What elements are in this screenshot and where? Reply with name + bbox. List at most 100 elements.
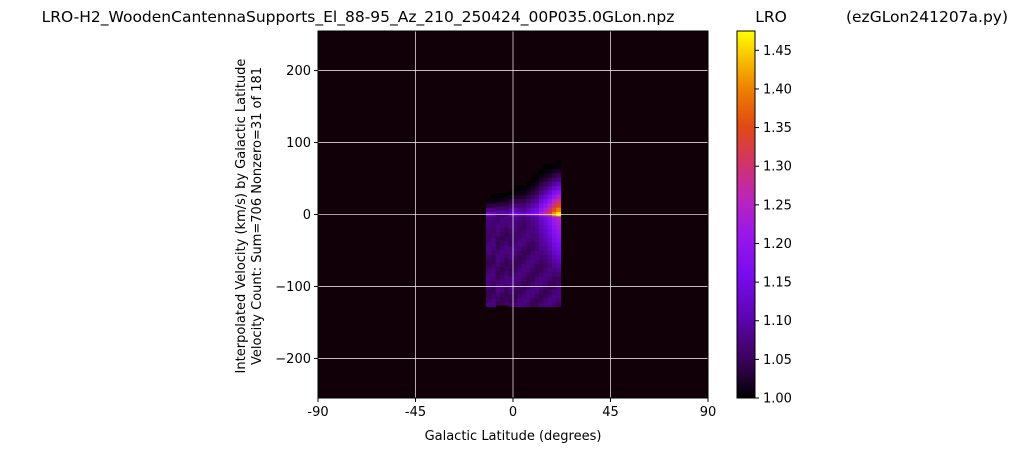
heatmap-cell <box>521 272 527 277</box>
heatmap-cell <box>495 279 501 284</box>
heatmap-cell <box>513 224 518 230</box>
heatmap-cell <box>521 194 527 200</box>
heatmap-cell <box>534 220 540 225</box>
heatmap-cell <box>517 194 523 200</box>
y-axis: 200 100 0 −100 −200 <box>275 64 318 367</box>
heatmap-cell <box>513 293 518 299</box>
heatmap-cell <box>508 259 514 264</box>
heatmap-cell <box>500 300 505 306</box>
heatmap-cell <box>552 168 557 174</box>
heatmap-cell <box>534 280 540 286</box>
heatmap-cell <box>517 276 523 282</box>
heatmap-cell <box>485 263 492 269</box>
heatmap-cell <box>517 259 523 264</box>
heatmap-cell <box>491 293 497 299</box>
heatmap-cell <box>485 254 492 260</box>
heatmap-cell <box>530 190 536 195</box>
heatmap-cell <box>521 207 527 213</box>
heatmap-cell <box>539 246 544 251</box>
heatmap-cell <box>552 207 557 213</box>
heatmap-cell <box>534 233 540 238</box>
heatmap-cell <box>543 181 549 187</box>
heatmap-cell <box>485 285 492 290</box>
heatmap-cell <box>513 233 518 238</box>
heatmap-cell <box>485 267 492 273</box>
heatmap-cell <box>534 285 540 290</box>
heatmap-cell <box>526 194 531 200</box>
heatmap-cell <box>547 267 553 273</box>
heatmap-cell <box>500 253 505 259</box>
heatmap-cell <box>495 287 501 293</box>
heatmap-cell <box>491 211 497 217</box>
heatmap-cell <box>513 194 518 200</box>
heatmap-cell <box>534 297 540 303</box>
heatmap-cell <box>526 211 531 217</box>
heatmap-cell <box>556 250 562 256</box>
heatmap-cell <box>491 302 497 308</box>
heatmap-cell <box>521 233 527 238</box>
heatmap-cell <box>534 276 540 282</box>
heatmap-cell <box>504 236 510 241</box>
heatmap-cell <box>539 168 544 174</box>
heatmap-cell <box>504 279 510 284</box>
heatmap-cell <box>543 233 549 238</box>
heatmap-cell <box>526 237 531 243</box>
colorbar-ticks: 1.00 1.05 1.10 1.15 1.20 1.25 1.30 1.35 1.40 1.45 <box>755 44 792 407</box>
heatmap-cell <box>543 194 549 200</box>
heatmap-cell <box>508 276 514 282</box>
heatmap-cell <box>491 194 497 200</box>
heatmap-cell <box>521 246 527 251</box>
heatmap-cell <box>504 223 510 228</box>
heatmap-cell <box>491 259 497 264</box>
heatmap-cell <box>552 280 557 286</box>
heatmap-cell <box>513 198 518 204</box>
x-axis-label: Galactic Latitude (degrees) <box>425 429 602 444</box>
colorbar-tick-label: 1.05 <box>763 353 792 368</box>
heatmap-cell <box>556 190 562 195</box>
heatmap-cell <box>526 202 531 208</box>
heatmap-cell <box>517 185 523 191</box>
heatmap-cell <box>508 220 514 225</box>
heatmap-cell <box>508 224 514 230</box>
heatmap-cell <box>517 198 523 204</box>
heatmap-cell <box>491 272 497 277</box>
heatmap-cell <box>534 194 540 200</box>
heatmap-cell <box>500 214 505 220</box>
heatmap-cell <box>556 198 562 204</box>
heatmap-cell <box>547 246 553 251</box>
heatmap-cell <box>491 246 497 251</box>
heatmap-cell <box>552 289 557 295</box>
heatmap-cell <box>517 297 523 303</box>
heatmap-cell <box>508 267 514 273</box>
heatmap-cell <box>539 207 544 213</box>
colorbar-tick-label: 1.35 <box>763 121 792 136</box>
heatmap-cell <box>521 285 527 290</box>
heatmap-cell <box>513 280 518 286</box>
heatmap-cell <box>485 237 492 243</box>
heatmap-cell <box>526 224 531 230</box>
heatmap-cell <box>530 267 536 273</box>
heatmap-cell <box>521 241 527 247</box>
heatmap-cell <box>513 276 518 282</box>
heatmap-cell <box>539 215 544 221</box>
heatmap-cell <box>556 233 562 238</box>
heatmap-cell <box>491 250 497 256</box>
heatmap-cell <box>521 297 527 303</box>
heatmap-cell <box>556 289 562 295</box>
heatmap-cell <box>534 181 540 187</box>
colorbar-tick-label: 1.40 <box>763 82 792 97</box>
colorbar-tick-label: 1.25 <box>763 198 792 213</box>
heatmap-cell <box>500 292 505 297</box>
heatmap-cell <box>556 177 562 182</box>
heatmap-cell <box>491 207 497 213</box>
heatmap-cell <box>556 181 562 187</box>
heatmap-cell <box>517 215 523 221</box>
heatmap-cell <box>517 220 523 225</box>
heatmap-cell <box>547 259 553 264</box>
heatmap-cell <box>547 198 553 204</box>
heatmap-cell <box>552 263 557 269</box>
heatmap-cell <box>491 202 497 208</box>
heatmap-cell <box>530 250 536 256</box>
heatmap-cell <box>556 172 562 178</box>
heatmap-cell <box>513 285 518 290</box>
